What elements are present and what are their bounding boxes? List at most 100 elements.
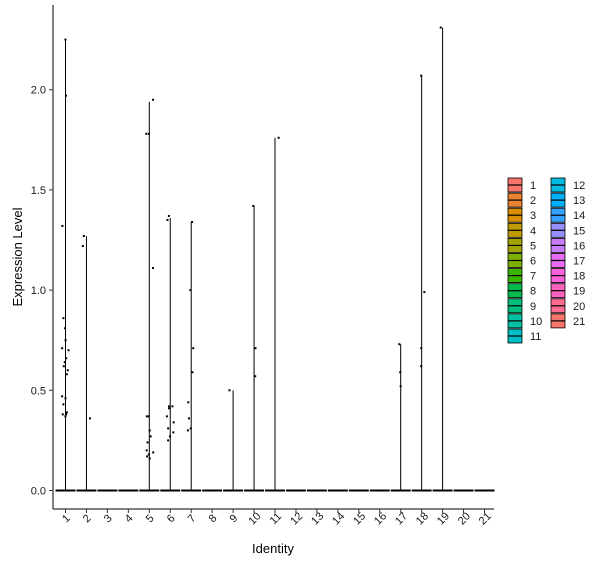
data-point [168,407,171,410]
legend-item-8: 8 [507,283,536,299]
x-tick-label: 18 [414,510,431,527]
data-point [62,403,65,406]
x-tick-label: 16 [372,510,389,527]
violin-cluster-7 [181,221,202,492]
data-point [81,245,84,248]
data-point [64,327,67,330]
data-point [186,429,189,432]
legend-label: 17 [573,256,585,268]
data-point [399,371,402,374]
data-point [420,74,423,77]
data-point [168,405,171,408]
legend-item-9: 9 [507,298,536,314]
legend-item-17: 17 [550,253,585,268]
legend-item-2: 2 [507,192,536,208]
data-point [64,339,67,342]
data-point [277,136,280,139]
x-tick-label: 12 [288,510,305,527]
violin-cluster-5 [139,101,160,492]
x-tick-label: 4 [123,512,136,525]
data-point [62,317,65,320]
x-tick-label: 14 [330,510,347,527]
data-point [439,26,442,29]
data-point [146,441,149,444]
x-tick-label: 5 [144,512,157,525]
x-tick-label: 2 [81,512,94,525]
data-point [66,369,69,372]
data-point [64,415,67,418]
legend-label: 6 [530,256,536,268]
legend-item-7: 7 [507,268,536,284]
legend-item-19: 19 [550,283,585,299]
legend-item-10: 10 [507,313,542,329]
legend-item-5: 5 [507,237,536,253]
data-point [64,94,67,97]
legend-label: 14 [573,210,585,222]
legend-label: 16 [573,240,585,252]
legend-item-4: 4 [507,222,536,238]
legend-label: 4 [530,225,536,237]
x-tick-label: 17 [393,510,410,527]
data-point [151,267,154,270]
data-point [62,365,65,368]
data-point [147,453,150,456]
data-point [169,435,172,438]
data-point [64,413,67,416]
data-point [147,132,150,135]
x-tick-label: 1 [60,512,73,525]
legend-item-13: 13 [550,192,585,208]
legend-item-20: 20 [550,298,585,314]
data-point [420,347,423,350]
data-point [145,449,148,452]
data-point [172,421,175,424]
x-tick-label: 8 [207,512,220,525]
data-point [145,132,148,135]
data-point [65,357,68,360]
data-point [146,455,149,458]
x-tick-label: 19 [435,510,452,527]
x-tick-label: 13 [309,510,326,527]
y-tick-label: 1.5 [31,185,46,197]
legend-label: 21 [573,316,585,328]
legend-item-11: 11 [507,328,541,344]
violin-cluster-2 [76,235,97,492]
y-tick-label: 1.0 [31,285,46,297]
data-point [252,204,255,207]
data-point [187,417,190,420]
data-point [171,405,174,408]
legend-label: 18 [573,271,585,283]
data-point [88,417,91,420]
x-tick-label: 6 [165,512,178,525]
legend-item-15: 15 [550,222,585,238]
data-point [64,38,67,41]
data-point [191,220,194,223]
y-axis-ticks: 0.0 0.5 1.0 1.5 2.0 [31,85,53,498]
legend-label: 19 [573,286,585,298]
x-tick-label: 20 [456,510,473,527]
violin-cluster-10 [244,205,265,492]
violin-cluster-17 [390,344,411,492]
data-point [189,289,192,292]
x-tick-label: 15 [351,510,368,527]
x-axis-title: Identity [252,541,294,556]
legend-label: 1 [530,180,536,192]
x-tick-label: 11 [268,511,285,528]
data-point [191,371,194,374]
data-point [420,365,423,368]
legend-label: 15 [573,225,585,237]
data-point [399,385,402,388]
violin-cluster-19 [432,27,453,492]
data-point [61,224,64,227]
data-point [149,435,152,438]
legend-label: 8 [530,286,536,298]
legend-item-6: 6 [507,253,536,268]
legend-label: 13 [573,195,585,207]
data-point [148,429,151,432]
legend-label: 10 [530,316,542,328]
violin-cluster-9 [223,390,244,492]
legend-label: 11 [530,331,541,343]
data-point [187,401,190,404]
data-point [152,451,155,454]
x-tick-label: 3 [102,512,115,525]
